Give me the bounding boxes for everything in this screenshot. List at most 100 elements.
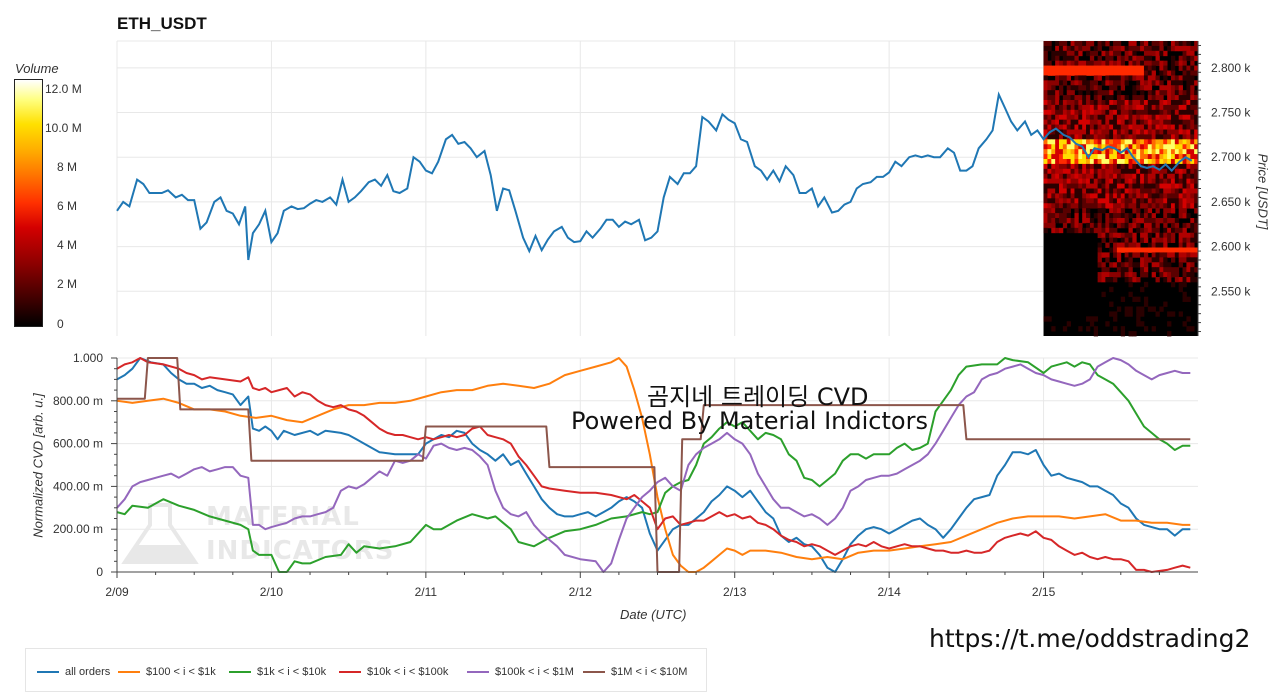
heatmap-cell [1109,114,1114,121]
heatmap-cell [1128,65,1133,71]
heatmap-cell [1194,173,1199,180]
heatmap-cell [1097,90,1102,96]
heatmap-cell [1116,267,1122,273]
heatmap-cell [1178,213,1183,219]
heatmap-cell [1078,188,1083,194]
heatmap-cell [1167,134,1172,140]
heatmap-cell [1136,109,1141,116]
heatmap-cell [1155,55,1160,62]
heatmap-cell [1182,173,1187,180]
heatmap-cell [1051,173,1056,180]
heatmap-cell [1120,104,1126,111]
heatmap-cell [1097,178,1102,184]
heatmap-cell [1128,168,1133,175]
heatmap-cell [1105,178,1110,184]
legend-item[interactable]: all orders [37,666,110,678]
heatmap-cell [1113,252,1118,258]
heatmap-cell [1086,144,1091,150]
legend-item[interactable]: $1k < i < $10k [229,666,326,678]
heatmap-cell [1066,144,1071,150]
heatmap-cell [1051,218,1056,224]
heatmap-cell [1043,139,1048,145]
heatmap-cell [1078,45,1083,52]
legend-item[interactable]: $100 < i < $1k [118,666,216,678]
heatmap-cell [1101,198,1106,204]
price-tick-label: 2.650 k [1211,195,1251,209]
heatmap-cell [1093,100,1099,106]
heatmap-cell [1113,41,1118,47]
heatmap-cell [1140,252,1145,258]
heatmap-cell [1128,144,1133,150]
heatmap-cell [1089,316,1095,322]
heatmap-cell [1055,95,1060,101]
heatmap-cell [1070,139,1075,145]
heatmap-cell [1043,95,1048,101]
heatmap-cell [1124,203,1129,209]
heatmap-cell [1151,178,1156,184]
heatmap-cell [1159,237,1164,243]
heatmap-cell [1074,50,1079,57]
heatmap-cell [1101,124,1106,130]
heatmap-cell [1170,55,1176,62]
heatmap-cell [1086,168,1091,175]
heatmap-cell [1105,50,1110,57]
heatmap-cell [1082,139,1087,145]
heatmap-cell [1167,90,1172,96]
heatmap-cell [1109,168,1114,175]
heatmap-cell [1086,45,1091,52]
heatmap-cell [1190,247,1195,253]
heatmap-cell [1190,198,1195,204]
heatmap-cell [1124,247,1129,253]
heatmap-cell [1086,95,1091,101]
heatmap-cell [1097,232,1102,239]
heatmap-cell [1086,124,1091,130]
legend-item[interactable]: $100k < i < $1M [467,666,574,678]
heatmap-cell [1097,208,1102,214]
heatmap-cell [1101,119,1106,125]
heatmap-cell [1190,218,1195,224]
heatmap-cell [1043,168,1048,175]
heatmap-cell [1097,70,1102,76]
heatmap-cell [1116,70,1122,76]
heatmap-cell [1062,41,1068,47]
heatmap-cell [1159,178,1164,184]
heatmap-cell [1190,237,1195,243]
heatmap-cell [1097,85,1102,91]
heatmap-cell [1124,75,1129,81]
heatmap-cell [1190,55,1195,62]
heatmap-cell [1116,198,1122,204]
heatmap-cell [1194,154,1199,160]
heatmap-cell [1140,104,1145,111]
heatmap-cell [1124,104,1129,111]
heatmap-cell [1116,65,1122,71]
heatmap-cell [1055,193,1060,199]
telegram-link[interactable]: https://t.me/oddstrading2 [929,624,1251,653]
heatmap-cell [1132,154,1137,160]
heatmap-cell [1047,80,1052,86]
heatmap-cell [1128,129,1133,135]
heatmap-cell [1182,90,1187,96]
heatmap-cell [1163,183,1168,189]
heatmap-cell [1105,193,1110,199]
heatmap-cell [1074,114,1079,121]
heatmap-cell [1051,154,1056,160]
heatmap-cell [1167,114,1172,121]
chart-title: ETH_USDT [117,14,207,33]
heatmap-cell [1178,286,1183,293]
heatmap-cell [1089,144,1095,150]
heatmap-cell [1190,114,1195,121]
heatmap-cell [1066,193,1071,199]
cvd-y-tick-label: 200.00 m [53,522,103,536]
heatmap-cell [1159,41,1164,47]
heatmap-cell [1124,272,1129,278]
heatmap-cell [1062,213,1068,219]
legend-item[interactable]: $10k < i < $100k [339,666,448,678]
legend-item[interactable]: $1M < i < $10M [583,666,687,678]
heatmap-cell [1174,227,1180,234]
heatmap-cell [1066,213,1071,219]
heatmap-cell [1194,80,1199,86]
heatmap-cell [1132,85,1137,91]
heatmap-cell [1124,311,1129,317]
heatmap-cell [1132,119,1137,125]
heatmap-cell [1159,272,1164,278]
